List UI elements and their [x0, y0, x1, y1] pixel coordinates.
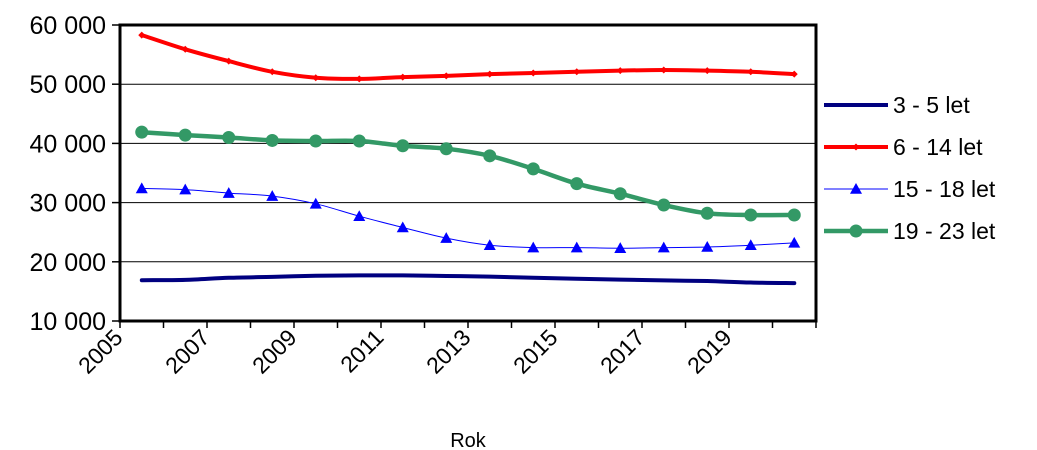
legend-label: 3 - 5 let: [893, 92, 970, 118]
data-point: [573, 68, 581, 76]
data-point: [657, 241, 670, 253]
y-tick-label: 20 000: [30, 249, 106, 277]
data-point: [442, 72, 450, 80]
data-point: [790, 70, 798, 78]
data-point: [616, 67, 624, 75]
data-point: [657, 198, 671, 212]
data-point: [135, 182, 148, 194]
legend-label: 15 - 18 let: [893, 176, 996, 202]
data-point: [268, 68, 276, 76]
data-point: [529, 69, 537, 77]
data-point: [439, 142, 453, 156]
data-point: [787, 208, 801, 222]
data-point: [309, 197, 322, 209]
series-line: [141, 187, 795, 249]
data-point: [181, 45, 189, 53]
data-point: [179, 183, 192, 195]
y-tick-label: 10 000: [30, 308, 106, 336]
legend: 3 - 5 let 6 - 14 let 15 - 18 let 19 - 23 le…: [824, 92, 996, 244]
data-point: [744, 208, 758, 222]
data-point: [222, 187, 235, 198]
data-point: [570, 177, 584, 191]
legend-marker: [850, 183, 862, 194]
y-tick-label: 60 000: [30, 12, 106, 40]
data-point: [399, 73, 407, 81]
legend-item: 6 - 14 let: [824, 134, 983, 160]
series-15-18let: [135, 182, 801, 253]
data-point: [309, 134, 323, 148]
data-point: [352, 134, 366, 148]
series-line: [139, 273, 797, 286]
data-point: [613, 187, 627, 201]
data-point: [178, 128, 192, 142]
data-point: [700, 206, 714, 220]
data-point: [614, 242, 627, 253]
legend-item: 15 - 18 let: [824, 176, 996, 202]
series-6-14let: [138, 31, 798, 83]
gridlines: [120, 83, 816, 263]
data-point: [396, 221, 409, 233]
data-point: [396, 139, 410, 153]
data-point: [222, 130, 236, 144]
series-layer: [135, 31, 801, 286]
data-point: [526, 162, 540, 176]
data-point: [527, 241, 540, 253]
series-line: [139, 33, 797, 81]
data-point: [483, 239, 496, 251]
data-point: [265, 133, 279, 147]
legend-marker: [849, 224, 863, 238]
data-point: [703, 67, 711, 75]
data-point: [701, 241, 714, 252]
data-point: [788, 236, 801, 248]
x-axis-title: Rok: [450, 430, 487, 450]
data-point: [486, 70, 494, 78]
data-point: [570, 241, 583, 253]
legend-marker: [852, 143, 860, 151]
y-tick-label: 30 000: [30, 190, 106, 218]
data-point: [747, 68, 755, 76]
legend-item: 19 - 23 let: [824, 218, 996, 244]
y-tick-label: 50 000: [30, 71, 106, 99]
legend-item: 3 - 5 let: [824, 92, 970, 118]
data-point: [312, 74, 320, 82]
data-point: [266, 190, 279, 201]
data-point: [353, 210, 366, 222]
y-tick-label: 40 000: [30, 130, 106, 158]
data-point: [483, 149, 497, 163]
data-point: [440, 232, 453, 243]
series-3-5let: [139, 273, 797, 286]
data-point: [225, 57, 233, 65]
legend-label: 19 - 23 let: [893, 218, 996, 244]
data-point: [660, 66, 668, 74]
legend-label: 6 - 14 let: [893, 134, 983, 160]
data-point: [744, 239, 757, 251]
series-line: [139, 129, 797, 218]
data-point: [355, 75, 363, 83]
data-point: [135, 125, 149, 139]
data-point: [138, 31, 146, 39]
series-19-23let: [135, 125, 801, 222]
